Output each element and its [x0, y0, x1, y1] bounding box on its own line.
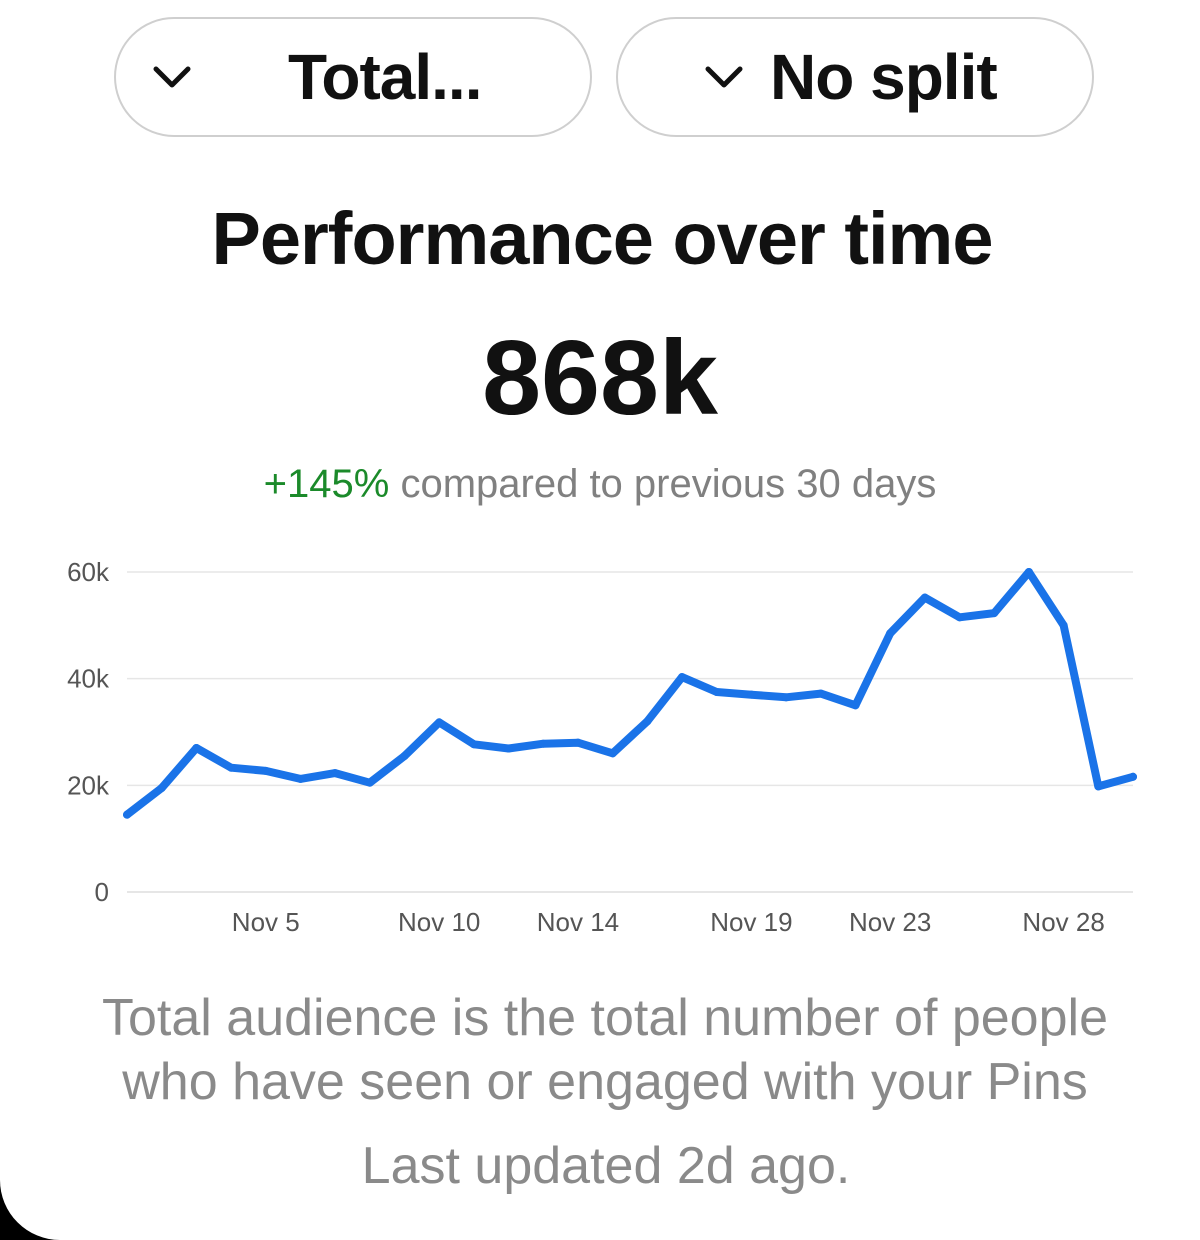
x-tick-label: Nov 14 — [537, 907, 619, 937]
data-point — [851, 701, 860, 710]
x-tick-label: Nov 23 — [849, 907, 931, 937]
total-value: 868k — [482, 319, 718, 437]
metric-dropdown-label: Total... — [288, 41, 482, 113]
data-point — [1094, 782, 1103, 791]
data-point — [712, 688, 721, 696]
x-tick-label: Nov 19 — [710, 907, 792, 937]
data-point — [990, 609, 999, 618]
data-point — [1129, 772, 1137, 781]
y-tick-label: 60k — [67, 557, 110, 587]
data-point — [192, 744, 201, 752]
data-point — [886, 629, 895, 638]
data-point — [920, 593, 929, 602]
data-point — [227, 763, 236, 772]
data-point — [1059, 621, 1068, 630]
comparison-text: +145% compared to previous 30 days — [0, 462, 1200, 507]
x-tick-label: Nov 10 — [398, 907, 480, 937]
data-point — [157, 784, 166, 792]
page-title: Performance over time — [211, 197, 993, 280]
x-tick-label: Nov 5 — [232, 907, 300, 937]
data-point — [331, 769, 340, 778]
data-point — [747, 690, 756, 699]
data-point — [782, 693, 791, 702]
data-point — [678, 673, 687, 682]
y-tick-label: 40k — [67, 664, 110, 694]
metric-dropdown[interactable]: Total... — [114, 17, 592, 137]
comparison-label: compared to previous 30 days — [389, 462, 937, 506]
data-point — [123, 810, 131, 819]
series-line — [123, 568, 1137, 819]
chevron-down-icon — [153, 66, 191, 88]
data-point — [365, 778, 374, 787]
data-point — [539, 739, 548, 748]
data-point — [296, 774, 305, 783]
data-point — [469, 740, 478, 749]
split-dropdown-label: No split — [770, 41, 998, 113]
data-point — [573, 738, 582, 747]
x-tick-label: Nov 28 — [1022, 907, 1104, 937]
chevron-down-icon — [705, 66, 743, 88]
data-point — [400, 752, 409, 760]
metric-description: Total audience is the total number of pe… — [101, 989, 1108, 1111]
data-point — [1024, 568, 1033, 576]
data-point — [955, 613, 964, 622]
data-point — [816, 689, 825, 698]
performance-line-chart[interactable]: 0 20k 40k 60k Nov 5 Nov 10 Nov 14 Nov 19 Nov 23 N… — [0, 540, 1200, 960]
data-point — [261, 766, 270, 775]
delta-percent: +145% — [263, 462, 390, 506]
data-point — [643, 717, 652, 726]
y-tick-label: 0 — [95, 877, 109, 907]
y-tick-label: 20k — [67, 770, 110, 800]
data-point — [435, 718, 444, 727]
data-point — [608, 749, 617, 758]
split-dropdown[interactable]: No split — [616, 17, 1094, 137]
last-updated: Last updated 2d ago. — [361, 1137, 851, 1195]
data-point — [504, 744, 513, 753]
